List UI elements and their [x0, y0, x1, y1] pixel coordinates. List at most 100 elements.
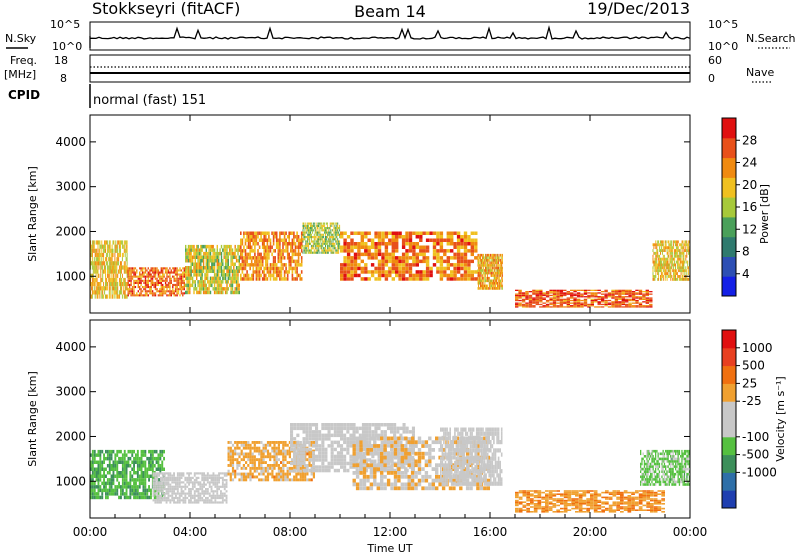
power-cell: [140, 273, 142, 276]
power-cell: [327, 240, 329, 243]
power-cell: [315, 231, 317, 234]
power-cell: [211, 244, 213, 249]
velocity-cell: [260, 461, 263, 464]
power-cell: [563, 299, 567, 302]
power-cell: [194, 283, 196, 288]
power-cell: [127, 271, 129, 274]
velocity-cell: [91, 460, 94, 464]
power-cell: [328, 249, 330, 252]
power-cell: [201, 280, 203, 284]
power-cell: [109, 240, 111, 245]
power-cell: [635, 306, 639, 308]
power-cell: [255, 266, 258, 271]
power-cell: [669, 275, 671, 278]
power-cell: [673, 277, 675, 281]
power-cell: [116, 286, 118, 291]
power-cell: [515, 293, 519, 295]
power-cell: [580, 302, 584, 304]
power-cell: [412, 242, 416, 246]
power-cell: [198, 251, 201, 256]
power-cell: [310, 231, 311, 234]
velocity-cell: [195, 499, 198, 502]
power-cell: [432, 252, 437, 257]
power-cell: [194, 251, 196, 256]
power-cell: [156, 290, 158, 293]
velocity-cell: [258, 458, 261, 462]
power-cell: [672, 246, 674, 250]
power-cell: [126, 286, 128, 291]
power-cell: [275, 245, 278, 249]
power-cell: [212, 251, 214, 256]
power-cell: [656, 251, 658, 255]
power-cell: [212, 269, 214, 273]
power-cell: [322, 229, 324, 232]
power-cell: [229, 251, 231, 256]
power-cell: [676, 246, 678, 250]
power-cell: [357, 273, 361, 278]
power-cell: [317, 244, 319, 248]
power-cell: [90, 248, 92, 253]
power-cell: [676, 277, 678, 281]
power-cell: [649, 306, 653, 308]
velocity-cell: [146, 471, 149, 475]
velocity-cell: [245, 472, 248, 476]
power-cell: [272, 231, 275, 235]
velocity-cell: [255, 441, 259, 444]
power-cell: [227, 287, 229, 291]
power-cell: [250, 238, 253, 242]
power-cell: [429, 273, 433, 278]
power-cell: [309, 229, 311, 232]
power-cell: [618, 303, 622, 306]
power-cell: [552, 296, 557, 298]
power-cell: [154, 281, 157, 284]
velocity-cell: [284, 464, 287, 467]
noise-left-tick-bottom: 10^0: [52, 40, 82, 53]
power-cell: [189, 244, 191, 249]
power-cell: [340, 273, 344, 278]
velocity-cell: [157, 467, 160, 471]
power-cell: [656, 260, 658, 264]
power-cell: [501, 261, 503, 265]
power-cell: [128, 283, 131, 286]
power-cell: [313, 227, 315, 230]
power-cell: [422, 249, 426, 253]
power-cell: [338, 231, 340, 234]
power-cell: [327, 244, 329, 248]
power-cell: [478, 253, 480, 257]
power-cell: [112, 269, 114, 274]
velocity-cell: [140, 460, 143, 464]
power-cell: [176, 269, 178, 272]
power-cell: [436, 249, 440, 253]
power-cell: [109, 290, 111, 295]
power-cell: [499, 256, 501, 259]
power-cell: [343, 249, 347, 253]
power-cell: [102, 286, 104, 291]
power-cell: [243, 273, 245, 278]
power-cell: [467, 270, 471, 274]
velocity-cell: [156, 476, 159, 479]
power-cell: [337, 244, 339, 248]
power-cell: [327, 229, 329, 232]
power-cell: [124, 277, 126, 283]
power-cell: [336, 222, 338, 225]
power-cell: [296, 231, 298, 235]
power-cell: [174, 277, 177, 280]
power-cell: [146, 275, 148, 278]
velocity-cell: [155, 456, 158, 461]
power-cell: [153, 294, 155, 297]
power-cell: [201, 266, 203, 270]
velocity-cell: [95, 460, 98, 464]
power-cell: [120, 277, 122, 283]
power-cell: [332, 244, 334, 248]
power-cell: [377, 245, 382, 249]
power-cell: [208, 244, 210, 249]
velocity-cell: [210, 476, 213, 479]
velocity-cell: [282, 441, 285, 444]
power-cell: [662, 249, 664, 252]
velocity-cell: [140, 464, 143, 468]
power-cell: [675, 277, 677, 281]
power-cell: [545, 292, 550, 294]
power-cell: [515, 299, 519, 302]
power-cell: [654, 275, 656, 278]
power-cell: [189, 290, 191, 295]
